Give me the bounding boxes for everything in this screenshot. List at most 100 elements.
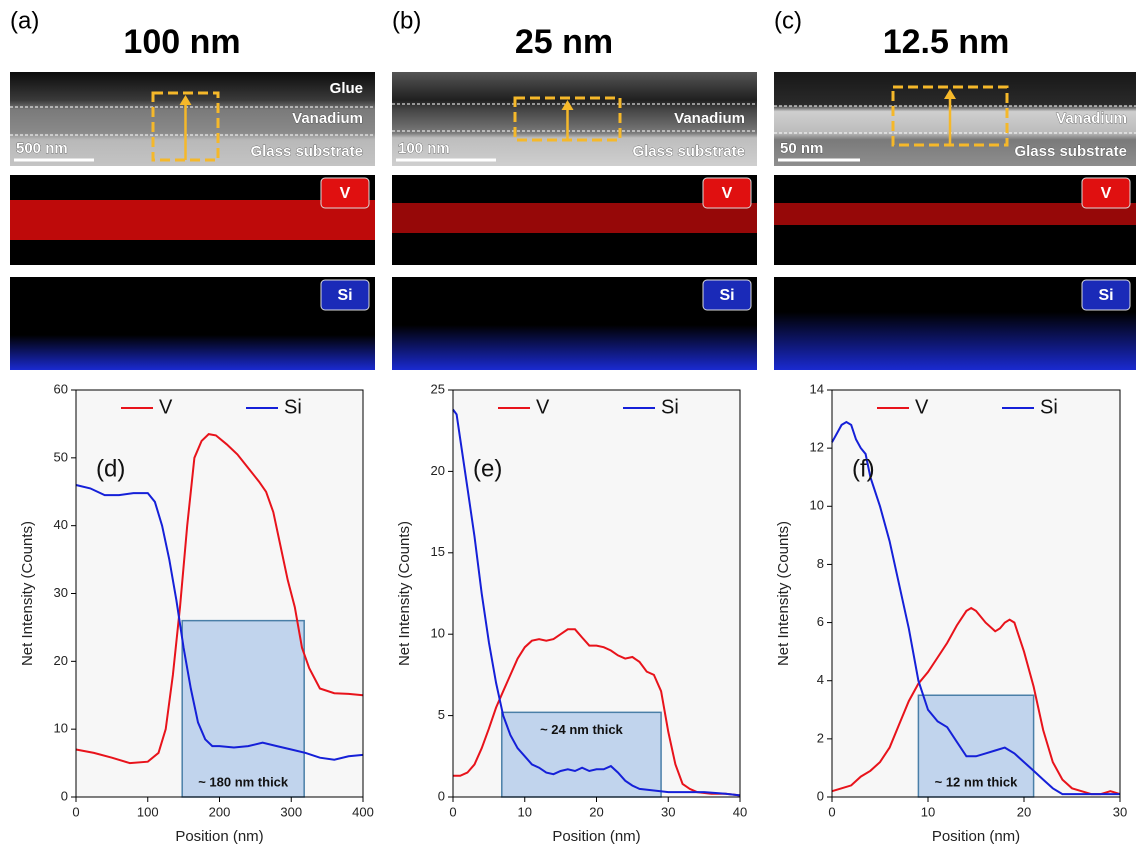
v-band: [392, 203, 757, 233]
y-tick-label: 6: [817, 614, 824, 629]
element-badge-label: Si: [337, 287, 352, 304]
y-tick-label: 15: [431, 544, 445, 559]
v-band: [774, 203, 1136, 225]
legend-label: V: [915, 396, 929, 418]
series-line: [831, 420, 1120, 796]
element-badge-label: Si: [719, 287, 734, 304]
y-tick-label: 10: [431, 626, 445, 641]
element-badge-label: Si: [1098, 287, 1113, 304]
x-axis-label: Position (nm): [932, 828, 1020, 845]
element-badge-label: V: [340, 185, 351, 202]
y-tick-label: 10: [810, 498, 824, 513]
panel-title: 100 nm: [123, 23, 240, 61]
layer-label: Glue: [330, 80, 363, 97]
scan-arrow-head: [944, 89, 956, 99]
y-axis-label: Net Intensity (Counts): [775, 521, 792, 666]
v-band: [10, 200, 375, 240]
panel-label: (b): [392, 7, 421, 34]
layer-label: Vanadium: [674, 110, 745, 127]
y-tick-label: 0: [817, 788, 824, 803]
legend-label: Si: [661, 396, 679, 418]
y-tick-label: 5: [438, 707, 445, 722]
y-tick-label: 0: [61, 788, 68, 803]
layer-label: Glass substrate: [250, 143, 363, 160]
scan-arrow-head: [179, 95, 192, 105]
panel-label: (d): [96, 455, 125, 482]
tem-image: [392, 72, 757, 166]
y-tick-label: 8: [817, 556, 824, 571]
y-tick-label: 50: [54, 449, 68, 464]
series-line: [453, 628, 741, 797]
x-tick-label: 100: [137, 804, 159, 819]
x-tick-label: 30: [661, 804, 675, 819]
layer-label: Glass substrate: [1014, 143, 1127, 160]
si-band: [10, 335, 375, 370]
legend-label: Si: [284, 396, 302, 418]
x-tick-label: 20: [589, 804, 603, 819]
element-badge: [320, 177, 370, 209]
element-badge: [702, 177, 752, 209]
legend-label: Si: [1040, 396, 1058, 418]
y-tick-label: 40: [54, 517, 68, 532]
x-tick-label: 40: [733, 804, 747, 819]
annotation: ~ 12 nm thick: [935, 774, 1018, 789]
x-axis-label: Position (nm): [552, 828, 640, 845]
y-axis-label: Net Intensity (Counts): [396, 521, 413, 666]
y-tick-label: 20: [431, 463, 445, 478]
element-badge-label: V: [1101, 185, 1112, 202]
thickness-box: [501, 711, 662, 798]
axes-frame: [831, 389, 1121, 798]
x-tick-label: 400: [352, 804, 374, 819]
element-badge-label: V: [722, 185, 733, 202]
x-axis-label: Position (nm): [175, 828, 263, 845]
legend-label: V: [159, 396, 173, 418]
element-badge: [320, 279, 370, 311]
scan-box: [151, 91, 220, 162]
y-tick-label: 60: [54, 381, 68, 396]
x-tick-label: 10: [518, 804, 532, 819]
panel-title: 25 nm: [515, 23, 613, 61]
y-tick-label: 2: [817, 730, 824, 745]
annotation: ~ 24 nm thick: [540, 722, 623, 737]
element-badge: [1081, 279, 1131, 311]
x-tick-label: 20: [1017, 804, 1031, 819]
scale-bar-label: 500 nm: [16, 140, 68, 157]
y-tick-label: 12: [810, 440, 824, 455]
y-axis-label: Net Intensity (Counts): [19, 521, 36, 666]
element-badge: [1081, 177, 1131, 209]
x-tick-label: 200: [209, 804, 231, 819]
thickness-box: [181, 619, 305, 798]
x-tick-label: 0: [72, 804, 79, 819]
series-line: [75, 433, 364, 765]
annotation: ~ 180 nm thick: [198, 774, 289, 789]
x-tick-label: 300: [280, 804, 302, 819]
panel-label: (c): [774, 7, 802, 34]
panel-title: 12.5 nm: [883, 23, 1010, 61]
x-tick-label: 0: [828, 804, 835, 819]
si-band: [392, 325, 757, 370]
x-tick-label: 10: [921, 804, 935, 819]
tem-image: [10, 72, 375, 166]
x-tick-label: 30: [1113, 804, 1127, 819]
x-tick-label: 0: [449, 804, 456, 819]
si-band: [774, 312, 1136, 370]
y-tick-label: 30: [54, 585, 68, 600]
y-tick-label: 14: [810, 381, 824, 396]
element-badge: [702, 279, 752, 311]
panel-label: (e): [473, 455, 502, 482]
y-tick-label: 10: [54, 721, 68, 736]
y-tick-label: 20: [54, 653, 68, 668]
y-tick-label: 4: [817, 672, 824, 687]
panel-label: (a): [10, 7, 39, 34]
series-line: [452, 408, 741, 797]
series-line: [831, 606, 1121, 796]
layer-label: Glass substrate: [632, 143, 745, 160]
layer-label: Vanadium: [1056, 110, 1127, 127]
y-tick-label: 0: [438, 788, 445, 803]
scale-bar-label: 100 nm: [398, 140, 450, 157]
scan-arrow-head: [561, 100, 574, 110]
y-tick-label: 25: [431, 381, 445, 396]
thickness-box: [917, 694, 1035, 798]
panel-label: (f): [852, 455, 875, 482]
